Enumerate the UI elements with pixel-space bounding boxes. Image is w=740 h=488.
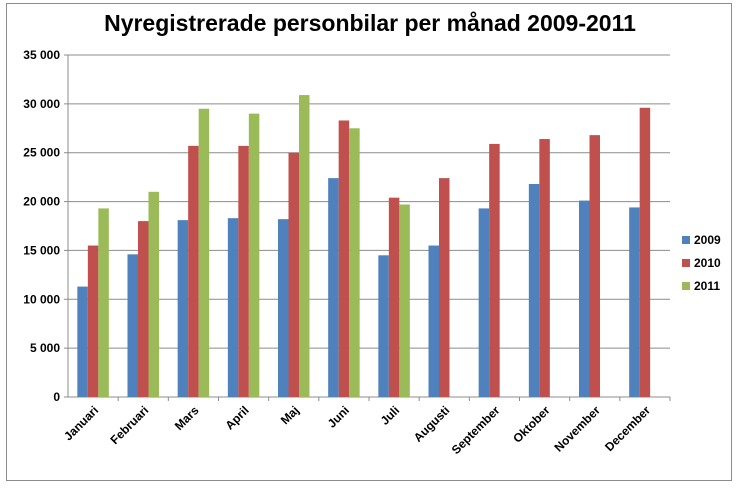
x-tick-label: April — [222, 403, 251, 432]
bar-2010-december — [639, 107, 651, 397]
bar-2010-maj — [288, 152, 299, 397]
legend-swatch-2011 — [682, 282, 690, 290]
y-tick-label: 10 000 — [23, 292, 60, 306]
y-tick-label: 20 000 — [23, 195, 60, 209]
bar-2009-juli — [378, 255, 389, 397]
bar-2009-september — [478, 208, 490, 397]
y-tick-label: 30 000 — [23, 97, 60, 111]
y-tick-label: 15 000 — [23, 243, 60, 257]
bar-2009-februari — [127, 254, 138, 397]
x-tick-label: Oktober — [510, 403, 553, 446]
x-tick-label: Maj — [278, 403, 302, 427]
chart-frame — [6, 3, 732, 481]
bar-2011-mars — [198, 108, 210, 397]
bar-2011-maj — [299, 95, 310, 397]
legend-label-2009: 2009 — [694, 233, 721, 247]
bar-2009-november — [579, 200, 590, 397]
bar-2010-september — [489, 143, 500, 397]
bar-2010-mars — [188, 145, 199, 397]
bar-2010-oktober — [539, 139, 550, 397]
bar-2010-juli — [388, 197, 400, 397]
x-tick-label: September — [449, 403, 503, 457]
bar-2009-oktober — [528, 183, 540, 397]
bar-2009-januari — [77, 286, 88, 397]
legend-swatch-2010 — [682, 259, 690, 267]
bar-2009-augusti — [428, 245, 439, 397]
x-tick-label: Mars — [172, 403, 202, 433]
axes — [64, 54, 671, 401]
bar-2009-april — [227, 218, 239, 397]
x-tick-label: December — [602, 403, 653, 454]
y-tick-labels: 0 5 000 10 000 15 000 20 000 25 000 30 000 35 0… — [23, 48, 60, 404]
bar-2009-december — [629, 207, 640, 397]
bar-2011-juli — [399, 204, 410, 397]
bar-2010-april — [238, 145, 249, 397]
legend-label-2011: 2011 — [694, 279, 720, 293]
x-tick-label: Juli — [378, 403, 403, 428]
gridlines — [68, 54, 670, 349]
bar-2010-januari — [87, 245, 99, 397]
legend-label-2010: 2010 — [694, 256, 721, 270]
x-tick-label: November — [551, 403, 603, 455]
bar-2010-juni — [338, 120, 350, 398]
bar-2010-augusti — [439, 178, 450, 397]
legend-swatch-2009 — [682, 236, 690, 244]
bar-2009-maj — [278, 219, 289, 397]
x-tick-label: Juni — [325, 403, 352, 430]
y-tick-label: 35 000 — [23, 48, 60, 62]
x-tick-label: Augusti — [411, 403, 452, 444]
chart-title: Nyregistrerade personbilar per månad 200… — [104, 10, 636, 36]
bar-2011-april — [248, 113, 260, 397]
bar-2010-november — [589, 135, 600, 397]
bar-2011-juni — [349, 128, 360, 398]
bar-2009-mars — [177, 220, 189, 397]
y-tick-label: 0 — [53, 390, 60, 404]
bars — [77, 95, 651, 398]
x-tick-label: Februari — [108, 403, 152, 447]
bar-2011-januari — [98, 208, 109, 397]
y-tick-label: 5 000 — [30, 341, 60, 355]
bar-2010-februari — [138, 221, 149, 397]
bar-2011-februari — [148, 191, 159, 397]
x-tick-labels: Januari Februari Mars April Maj Juni Juli Augus… — [61, 403, 653, 457]
bar-2009-juni — [328, 178, 339, 397]
x-tick-label: Januari — [61, 403, 101, 443]
legend: 2009 2010 2011 — [682, 233, 721, 293]
y-tick-label: 25 000 — [23, 146, 60, 160]
